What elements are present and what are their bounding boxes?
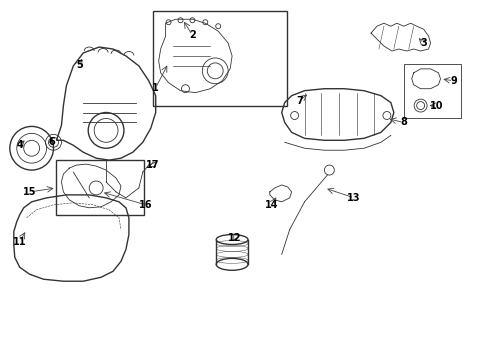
Text: 7: 7: [296, 96, 303, 105]
Text: 8: 8: [400, 117, 407, 127]
Text: 1: 1: [152, 83, 159, 93]
Text: 11: 11: [13, 237, 26, 247]
Text: 10: 10: [430, 100, 443, 111]
Text: 9: 9: [450, 76, 457, 86]
Text: 2: 2: [189, 30, 196, 40]
Text: 14: 14: [265, 200, 278, 210]
Text: 12: 12: [228, 233, 242, 243]
Text: 6: 6: [48, 137, 55, 147]
Text: 16: 16: [139, 200, 152, 210]
Text: 4: 4: [16, 140, 23, 150]
Text: 17: 17: [146, 160, 159, 170]
Text: 3: 3: [420, 38, 427, 48]
Text: 5: 5: [76, 60, 83, 70]
Text: 15: 15: [23, 187, 36, 197]
Text: 13: 13: [347, 193, 361, 203]
